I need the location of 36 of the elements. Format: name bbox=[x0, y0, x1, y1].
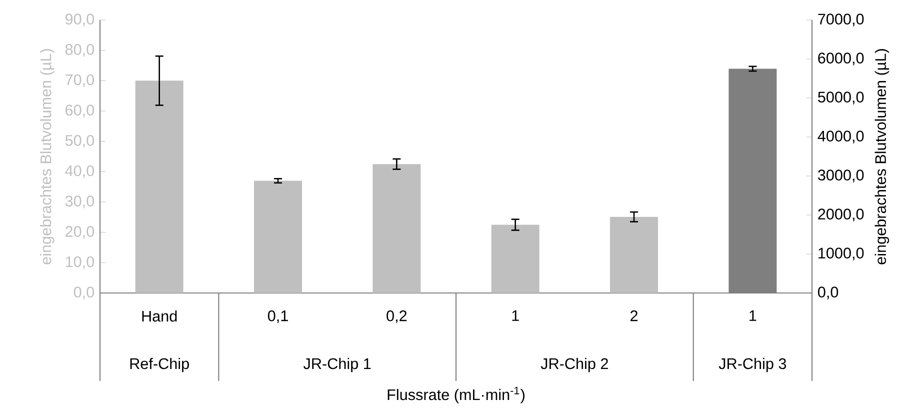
x-axis-title: Flussrate (mL·min$^{-1}$) bbox=[388, 386, 524, 404]
y2-tick-label: 2000,0 bbox=[818, 208, 864, 222]
y-tick-label: 50,0 bbox=[65, 134, 94, 148]
text: Ref-Chip bbox=[130, 358, 189, 372]
y2-tick-label: 7000,0 bbox=[818, 14, 864, 26]
bar bbox=[254, 180, 302, 293]
text: JR-Chip 3 bbox=[718, 358, 786, 372]
y-tick-label: 20,0 bbox=[66, 226, 94, 239]
text: JR-Chip 2 bbox=[540, 358, 608, 372]
x-tick-label: 0,1 bbox=[268, 310, 288, 323]
y-tick-label: 90,0 bbox=[65, 14, 94, 26]
bar bbox=[135, 80, 184, 293]
x-tick-label: Hand bbox=[142, 310, 177, 322]
y-tick-label: 0,0 bbox=[74, 286, 94, 300]
y-tick-label: 10,0 bbox=[66, 256, 94, 269]
y-axis-title: eingebrachtes Blutvolumen (µL) bbox=[40, 48, 54, 264]
y2-tick-label: 0,0 bbox=[818, 286, 838, 300]
y2-tick-label: 1000,0 bbox=[818, 248, 864, 260]
x-tick-label: 0,2 bbox=[386, 310, 407, 323]
y-tick-label: 30,0 bbox=[65, 196, 94, 208]
y2-tick-label: 6000,0 bbox=[818, 52, 864, 66]
y2-axis-title: eingebrachtes Blutvolumen (µL) bbox=[874, 48, 890, 264]
y-tick-label: 60,0 bbox=[66, 104, 94, 118]
y-tick-label: 40,0 bbox=[65, 165, 94, 178]
y2-tick-label: 4000,0 bbox=[818, 130, 864, 144]
x-tick-label: 2 bbox=[630, 310, 638, 321]
x-tick-label: 1 bbox=[750, 310, 756, 321]
y2-tick-label: 3000,0 bbox=[818, 170, 864, 182]
bar bbox=[372, 164, 421, 293]
y2-tick-label: 5000,0 bbox=[818, 92, 864, 104]
y-tick-label: 70,0 bbox=[66, 74, 94, 87]
text: JR-Chip 1 bbox=[303, 358, 371, 372]
y-tick-label: 80,0 bbox=[65, 44, 94, 57]
bar bbox=[610, 216, 658, 293]
x-tick-label: 1 bbox=[512, 310, 519, 321]
bar bbox=[491, 224, 540, 293]
